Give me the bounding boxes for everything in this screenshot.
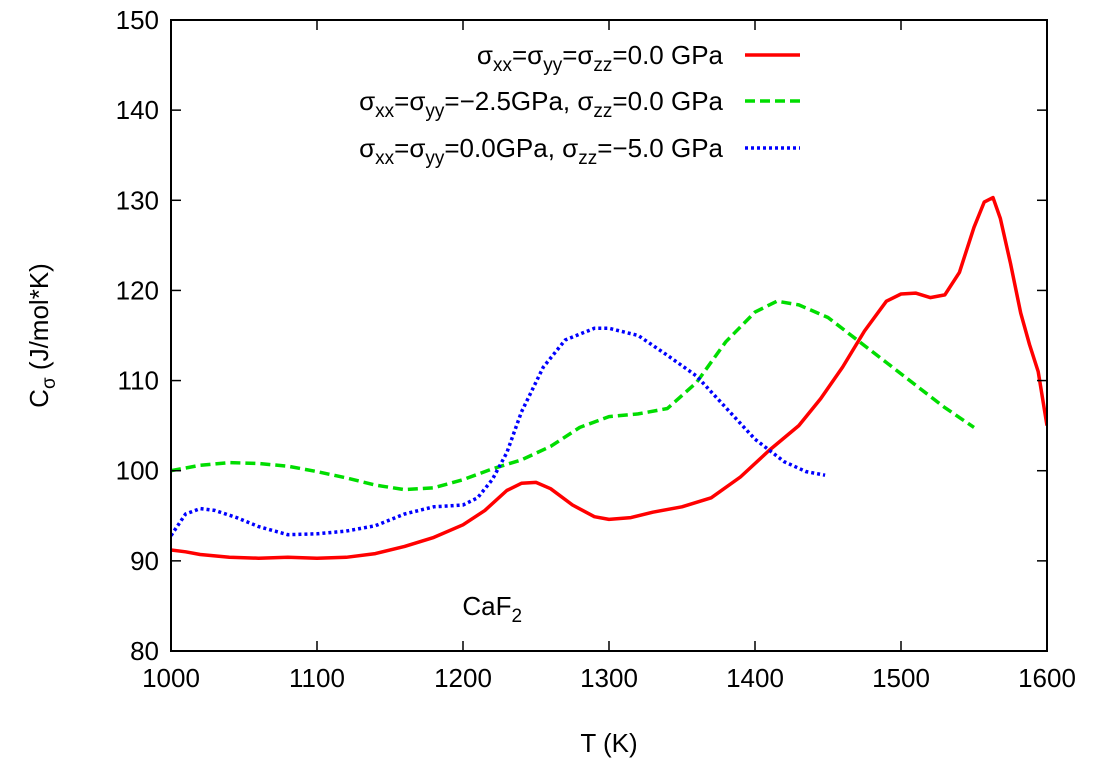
x-axis-label: T (K) (580, 728, 637, 758)
y-tick-label: 110 (118, 366, 159, 396)
y-tick-label: 130 (116, 185, 159, 215)
legend-label-2: σxx=σyy=−2.5GPa, σzz=0.0 GPa (359, 86, 723, 122)
y-axis-label-rest: (J/mol*K) (24, 263, 54, 377)
x-tick-label: 1400 (726, 663, 784, 693)
legend-label-3: σxx=σyy=0.0GPa, σzz=−5.0 GPa (359, 133, 723, 169)
annotation-main: CaF (462, 591, 511, 621)
y-tick-label: 100 (116, 456, 159, 486)
x-tick-label: 1100 (289, 663, 345, 693)
y-tick-label: 120 (116, 275, 159, 305)
y-axis-label-sub: σ (39, 377, 60, 389)
x-tick-label: 1600 (1018, 663, 1076, 693)
series-layer (171, 195, 1047, 560)
y-axis-label-main: C (24, 389, 54, 408)
y-tick-label: 80 (130, 636, 159, 666)
y-axis-label: Cσ (J/mol*K) (24, 263, 60, 408)
series-line-2 (171, 299, 975, 492)
legend-label-1: σxx=σyy=σzz=0.0 GPa (477, 40, 724, 76)
x-tick-label: 1300 (580, 663, 638, 693)
y-tick-label: 90 (130, 546, 159, 576)
x-tick-label: 1200 (434, 663, 492, 693)
x-tick-label: 1000 (142, 663, 200, 693)
series-line-3 (171, 326, 826, 537)
y-tick-label: 150 (116, 5, 159, 35)
annotation-caf2: CaF2 (462, 591, 522, 627)
annotation-sub: 2 (511, 606, 522, 627)
series-line-1 (171, 195, 1047, 560)
legend: σxx=σyy=σzz=0.0 GPa σxx=σyy=−2.5GPa, σzz=… (359, 40, 800, 169)
ticks-layer: 1000 1100 1200 1300 1400 1500 1600 80 90 100 110 12… (116, 5, 1076, 693)
x-tick-label: 1500 (872, 663, 930, 693)
y-tick-label: 140 (116, 95, 159, 125)
